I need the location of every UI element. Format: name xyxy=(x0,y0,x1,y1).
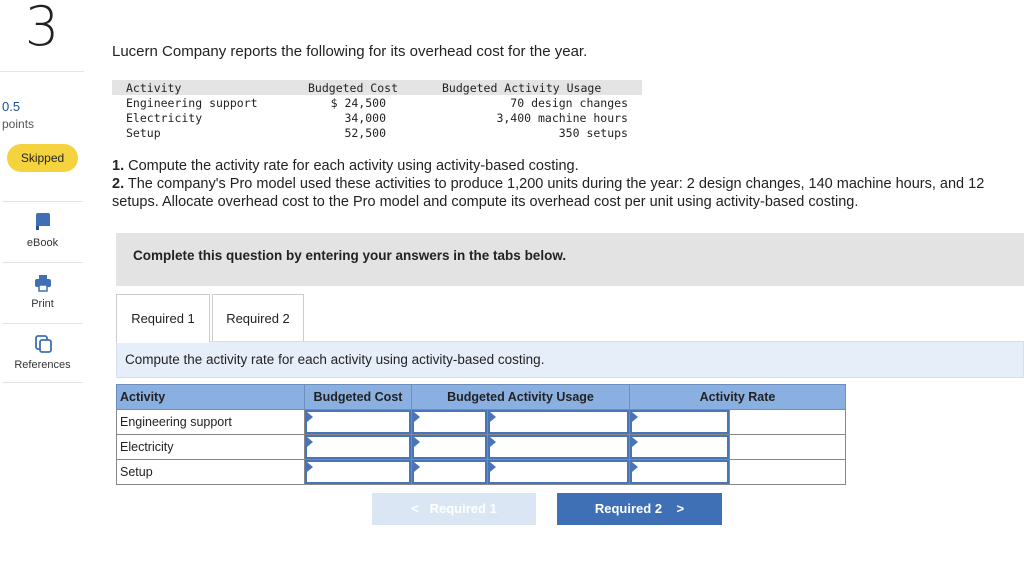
instruction-item: 1. Compute the activity rate for each ac… xyxy=(112,157,1024,175)
panel-heading: Compute the activity rate for each activ… xyxy=(116,341,1024,378)
instruction-text: Compute the activity rate for each activ… xyxy=(128,158,579,174)
ebook-label: eBook xyxy=(26,237,59,249)
tab-required-1[interactable]: Required 1 xyxy=(116,294,210,343)
source-header-cost: Budgeted Cost xyxy=(308,81,399,95)
usage-qty-cell[interactable] xyxy=(411,409,488,435)
print-label: Print xyxy=(31,298,54,310)
source-usage: 3,400 machine hours xyxy=(496,111,628,125)
cost-cell[interactable] xyxy=(304,434,412,460)
source-activity: Engineering support xyxy=(126,96,258,110)
source-cost: 34,000 xyxy=(344,111,386,125)
print-icon xyxy=(34,275,51,292)
next-button-label: Required 2 xyxy=(594,501,663,516)
cost-input[interactable] xyxy=(305,410,411,434)
usage-unit-cell[interactable] xyxy=(487,409,630,435)
instruction-number: 1. xyxy=(112,158,125,174)
rate-cell[interactable] xyxy=(629,409,730,435)
row-label: Electricity xyxy=(116,434,305,460)
table-row: Engineering support $ 24,500 70 design c… xyxy=(112,95,642,110)
source-header-activity: Activity xyxy=(126,81,182,95)
cost-cell[interactable] xyxy=(304,459,412,485)
print-button[interactable]: Print xyxy=(2,262,83,322)
points-value: 0.5 xyxy=(2,99,21,114)
prev-required-button[interactable]: < Required 1 xyxy=(372,493,536,525)
next-required-button[interactable]: Required 2 > xyxy=(557,493,722,525)
references-icon xyxy=(34,335,52,353)
cost-input[interactable] xyxy=(305,460,411,484)
table-row: Electricity xyxy=(116,434,846,460)
table-row: Setup 52,500 350 setups xyxy=(112,125,642,140)
usage-unit-input[interactable] xyxy=(488,410,629,434)
question-number: 3 xyxy=(0,0,84,72)
status-badge: Skipped xyxy=(7,144,78,172)
instruction-item: 2. The company's Pro model used these ac… xyxy=(112,175,1024,211)
rate-unit-cell xyxy=(729,434,846,460)
rate-unit-cell xyxy=(729,409,846,435)
usage-unit-input[interactable] xyxy=(488,435,629,459)
rate-cell[interactable] xyxy=(629,459,730,485)
source-cost: 52,500 xyxy=(344,126,386,140)
instruction-banner: Complete this question by entering your … xyxy=(116,233,1024,286)
source-table: Activity Budgeted Cost Budgeted Activity… xyxy=(112,80,642,140)
source-cost: $ 24,500 xyxy=(330,96,386,110)
row-label: Setup xyxy=(116,459,305,485)
row-label: Engineering support xyxy=(116,409,305,435)
prev-button-label: Required 1 xyxy=(429,501,497,516)
table-row: Engineering support xyxy=(116,409,846,435)
usage-unit-cell[interactable] xyxy=(487,434,630,460)
rate-input[interactable] xyxy=(630,460,729,484)
header-budgeted-activity-usage: Budgeted Activity Usage xyxy=(411,384,630,410)
header-activity-rate: Activity Rate xyxy=(629,384,846,410)
rate-input[interactable] xyxy=(630,410,729,434)
answer-table-header: Activity Budgeted Cost Budgeted Activity… xyxy=(116,384,846,410)
table-row: Setup xyxy=(116,459,846,485)
cost-input[interactable] xyxy=(305,435,411,459)
ebook-button[interactable]: eBook xyxy=(2,201,83,261)
usage-quantity-input[interactable] xyxy=(412,460,487,484)
references-label: References xyxy=(14,359,71,371)
source-usage: 350 setups xyxy=(558,126,628,140)
usage-qty-cell[interactable] xyxy=(411,459,488,485)
header-budgeted-cost: Budgeted Cost xyxy=(304,384,412,410)
source-usage: 70 design changes xyxy=(510,96,628,110)
points-label: points xyxy=(2,117,35,131)
source-table-header: Activity Budgeted Cost Budgeted Activity… xyxy=(112,80,642,95)
usage-qty-cell[interactable] xyxy=(411,434,488,460)
intro-text: Lucern Company reports the following for… xyxy=(112,43,588,60)
rate-input[interactable] xyxy=(630,435,729,459)
usage-unit-cell[interactable] xyxy=(487,459,630,485)
ebook-icon xyxy=(35,213,50,230)
instruction-number: 2. xyxy=(112,176,125,192)
table-row: Electricity 34,000 3,400 machine hours xyxy=(112,110,642,125)
source-activity: Electricity xyxy=(126,111,203,125)
instructions: 1. Compute the activity rate for each ac… xyxy=(112,157,1024,211)
cost-cell[interactable] xyxy=(304,409,412,435)
header-activity: Activity xyxy=(116,384,305,410)
rate-cell[interactable] xyxy=(629,434,730,460)
usage-unit-input[interactable] xyxy=(488,460,629,484)
usage-quantity-input[interactable] xyxy=(412,435,487,459)
references-button[interactable]: References xyxy=(2,323,83,383)
chevron-right-icon: > xyxy=(676,501,685,516)
source-header-usage: Budgeted Activity Usage xyxy=(442,81,602,95)
rate-unit-cell xyxy=(729,459,846,485)
usage-quantity-input[interactable] xyxy=(412,410,487,434)
tab-required-2[interactable]: Required 2 xyxy=(212,294,304,342)
answer-table: Activity Budgeted Cost Budgeted Activity… xyxy=(116,384,846,485)
chevron-left-icon: < xyxy=(411,501,419,516)
source-activity: Setup xyxy=(126,126,161,140)
instruction-text: The company's Pro model used these activ… xyxy=(112,176,985,210)
